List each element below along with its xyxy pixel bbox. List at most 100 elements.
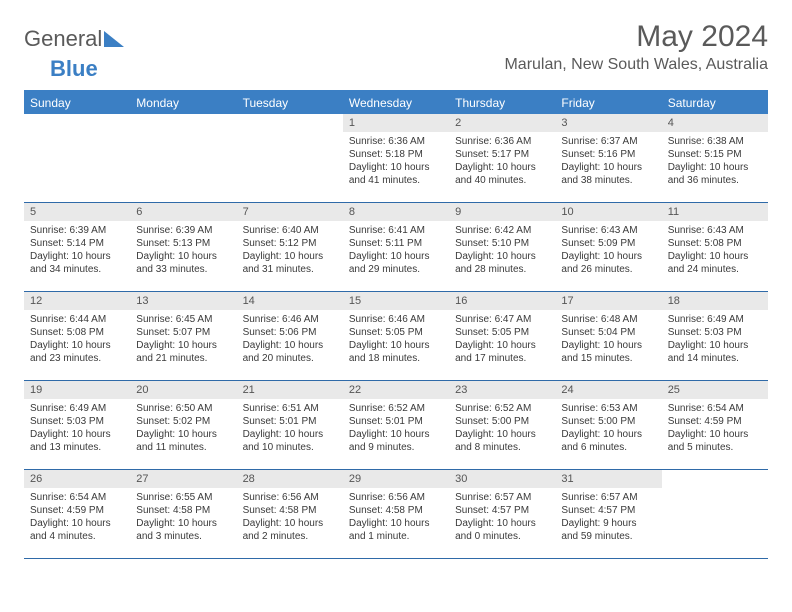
day-sunset: Sunset: 5:10 PM <box>455 237 549 250</box>
day-sunset: Sunset: 5:17 PM <box>455 148 549 161</box>
day-number: 28 <box>237 470 343 488</box>
day-daylight1: Daylight: 10 hours <box>668 428 762 441</box>
day-cell: 17Sunrise: 6:48 AMSunset: 5:04 PMDayligh… <box>555 292 661 380</box>
day-daylight2: and 38 minutes. <box>561 174 655 187</box>
day-number: 29 <box>343 470 449 488</box>
day-sunset: Sunset: 4:57 PM <box>455 504 549 517</box>
day-daylight2: and 11 minutes. <box>136 441 230 454</box>
day-daylight2: and 8 minutes. <box>455 441 549 454</box>
day-daylight2: and 14 minutes. <box>668 352 762 365</box>
day-sunrise: Sunrise: 6:42 AM <box>455 224 549 237</box>
weekday-header: Wednesday <box>343 92 449 114</box>
day-sunset: Sunset: 4:59 PM <box>668 415 762 428</box>
day-number: 10 <box>555 203 661 221</box>
day-sunrise: Sunrise: 6:54 AM <box>30 491 124 504</box>
day-daylight1: Daylight: 10 hours <box>455 161 549 174</box>
day-body: Sunrise: 6:36 AMSunset: 5:18 PMDaylight:… <box>343 132 449 192</box>
day-sunrise: Sunrise: 6:36 AM <box>455 135 549 148</box>
day-number: 22 <box>343 381 449 399</box>
day-cell: 20Sunrise: 6:50 AMSunset: 5:02 PMDayligh… <box>130 381 236 469</box>
logo-text-blue: Blue <box>50 56 98 81</box>
day-daylight1: Daylight: 10 hours <box>30 250 124 263</box>
day-sunset: Sunset: 5:02 PM <box>136 415 230 428</box>
day-body: Sunrise: 6:57 AMSunset: 4:57 PMDaylight:… <box>449 488 555 548</box>
day-daylight2: and 4 minutes. <box>30 530 124 543</box>
day-sunrise: Sunrise: 6:38 AM <box>668 135 762 148</box>
day-cell: 6Sunrise: 6:39 AMSunset: 5:13 PMDaylight… <box>130 203 236 291</box>
day-daylight1: Daylight: 10 hours <box>455 428 549 441</box>
day-cell: 11Sunrise: 6:43 AMSunset: 5:08 PMDayligh… <box>662 203 768 291</box>
day-sunset: Sunset: 5:12 PM <box>243 237 337 250</box>
day-body: Sunrise: 6:57 AMSunset: 4:57 PMDaylight:… <box>555 488 661 548</box>
day-sunrise: Sunrise: 6:54 AM <box>668 402 762 415</box>
day-daylight2: and 9 minutes. <box>349 441 443 454</box>
day-daylight1: Daylight: 10 hours <box>243 428 337 441</box>
day-cell: 12Sunrise: 6:44 AMSunset: 5:08 PMDayligh… <box>24 292 130 380</box>
day-daylight1: Daylight: 10 hours <box>668 161 762 174</box>
day-cell: 14Sunrise: 6:46 AMSunset: 5:06 PMDayligh… <box>237 292 343 380</box>
day-daylight2: and 13 minutes. <box>30 441 124 454</box>
day-sunrise: Sunrise: 6:48 AM <box>561 313 655 326</box>
day-number: 14 <box>237 292 343 310</box>
header: General May 2024 Marulan, New South Wale… <box>24 20 768 74</box>
day-daylight2: and 21 minutes. <box>136 352 230 365</box>
day-cell <box>662 470 768 558</box>
day-sunset: Sunset: 5:08 PM <box>30 326 124 339</box>
day-number: 15 <box>343 292 449 310</box>
day-daylight1: Daylight: 10 hours <box>561 428 655 441</box>
day-cell: 5Sunrise: 6:39 AMSunset: 5:14 PMDaylight… <box>24 203 130 291</box>
day-daylight2: and 26 minutes. <box>561 263 655 276</box>
day-cell: 10Sunrise: 6:43 AMSunset: 5:09 PMDayligh… <box>555 203 661 291</box>
day-body: Sunrise: 6:36 AMSunset: 5:17 PMDaylight:… <box>449 132 555 192</box>
day-number: 2 <box>449 114 555 132</box>
day-sunset: Sunset: 5:05 PM <box>455 326 549 339</box>
day-number: 24 <box>555 381 661 399</box>
day-sunset: Sunset: 5:05 PM <box>349 326 443 339</box>
day-number: 25 <box>662 381 768 399</box>
week-row: 12Sunrise: 6:44 AMSunset: 5:08 PMDayligh… <box>24 292 768 381</box>
day-number: 1 <box>343 114 449 132</box>
day-number: 19 <box>24 381 130 399</box>
day-sunset: Sunset: 4:58 PM <box>349 504 443 517</box>
day-daylight1: Daylight: 10 hours <box>136 339 230 352</box>
location: Marulan, New South Wales, Australia <box>504 56 768 74</box>
day-daylight2: and 40 minutes. <box>455 174 549 187</box>
day-daylight1: Daylight: 10 hours <box>668 339 762 352</box>
day-cell: 2Sunrise: 6:36 AMSunset: 5:17 PMDaylight… <box>449 114 555 202</box>
day-sunrise: Sunrise: 6:46 AM <box>243 313 337 326</box>
day-daylight2: and 1 minute. <box>349 530 443 543</box>
day-sunset: Sunset: 5:13 PM <box>136 237 230 250</box>
day-daylight2: and 41 minutes. <box>349 174 443 187</box>
day-daylight1: Daylight: 10 hours <box>349 517 443 530</box>
day-sunrise: Sunrise: 6:41 AM <box>349 224 443 237</box>
day-sunrise: Sunrise: 6:56 AM <box>243 491 337 504</box>
day-number: 13 <box>130 292 236 310</box>
day-cell: 30Sunrise: 6:57 AMSunset: 4:57 PMDayligh… <box>449 470 555 558</box>
day-number: 20 <box>130 381 236 399</box>
day-sunset: Sunset: 5:00 PM <box>455 415 549 428</box>
day-daylight2: and 6 minutes. <box>561 441 655 454</box>
day-daylight1: Daylight: 10 hours <box>455 339 549 352</box>
day-cell: 27Sunrise: 6:55 AMSunset: 4:58 PMDayligh… <box>130 470 236 558</box>
day-daylight1: Daylight: 10 hours <box>349 339 443 352</box>
day-number: 21 <box>237 381 343 399</box>
day-daylight1: Daylight: 10 hours <box>243 250 337 263</box>
day-sunset: Sunset: 4:58 PM <box>243 504 337 517</box>
day-daylight2: and 18 minutes. <box>349 352 443 365</box>
day-cell: 23Sunrise: 6:52 AMSunset: 5:00 PMDayligh… <box>449 381 555 469</box>
day-daylight2: and 34 minutes. <box>30 263 124 276</box>
day-sunrise: Sunrise: 6:37 AM <box>561 135 655 148</box>
day-sunset: Sunset: 4:58 PM <box>136 504 230 517</box>
day-sunset: Sunset: 5:15 PM <box>668 148 762 161</box>
day-cell: 28Sunrise: 6:56 AMSunset: 4:58 PMDayligh… <box>237 470 343 558</box>
day-number: 26 <box>24 470 130 488</box>
day-cell: 29Sunrise: 6:56 AMSunset: 4:58 PMDayligh… <box>343 470 449 558</box>
logo-blue-row: Blue <box>50 56 110 82</box>
weekday-header: Friday <box>555 92 661 114</box>
day-cell: 15Sunrise: 6:46 AMSunset: 5:05 PMDayligh… <box>343 292 449 380</box>
logo-text-general: General <box>24 26 102 52</box>
day-cell: 26Sunrise: 6:54 AMSunset: 4:59 PMDayligh… <box>24 470 130 558</box>
day-sunrise: Sunrise: 6:44 AM <box>30 313 124 326</box>
day-sunrise: Sunrise: 6:57 AM <box>455 491 549 504</box>
day-daylight1: Daylight: 10 hours <box>349 428 443 441</box>
